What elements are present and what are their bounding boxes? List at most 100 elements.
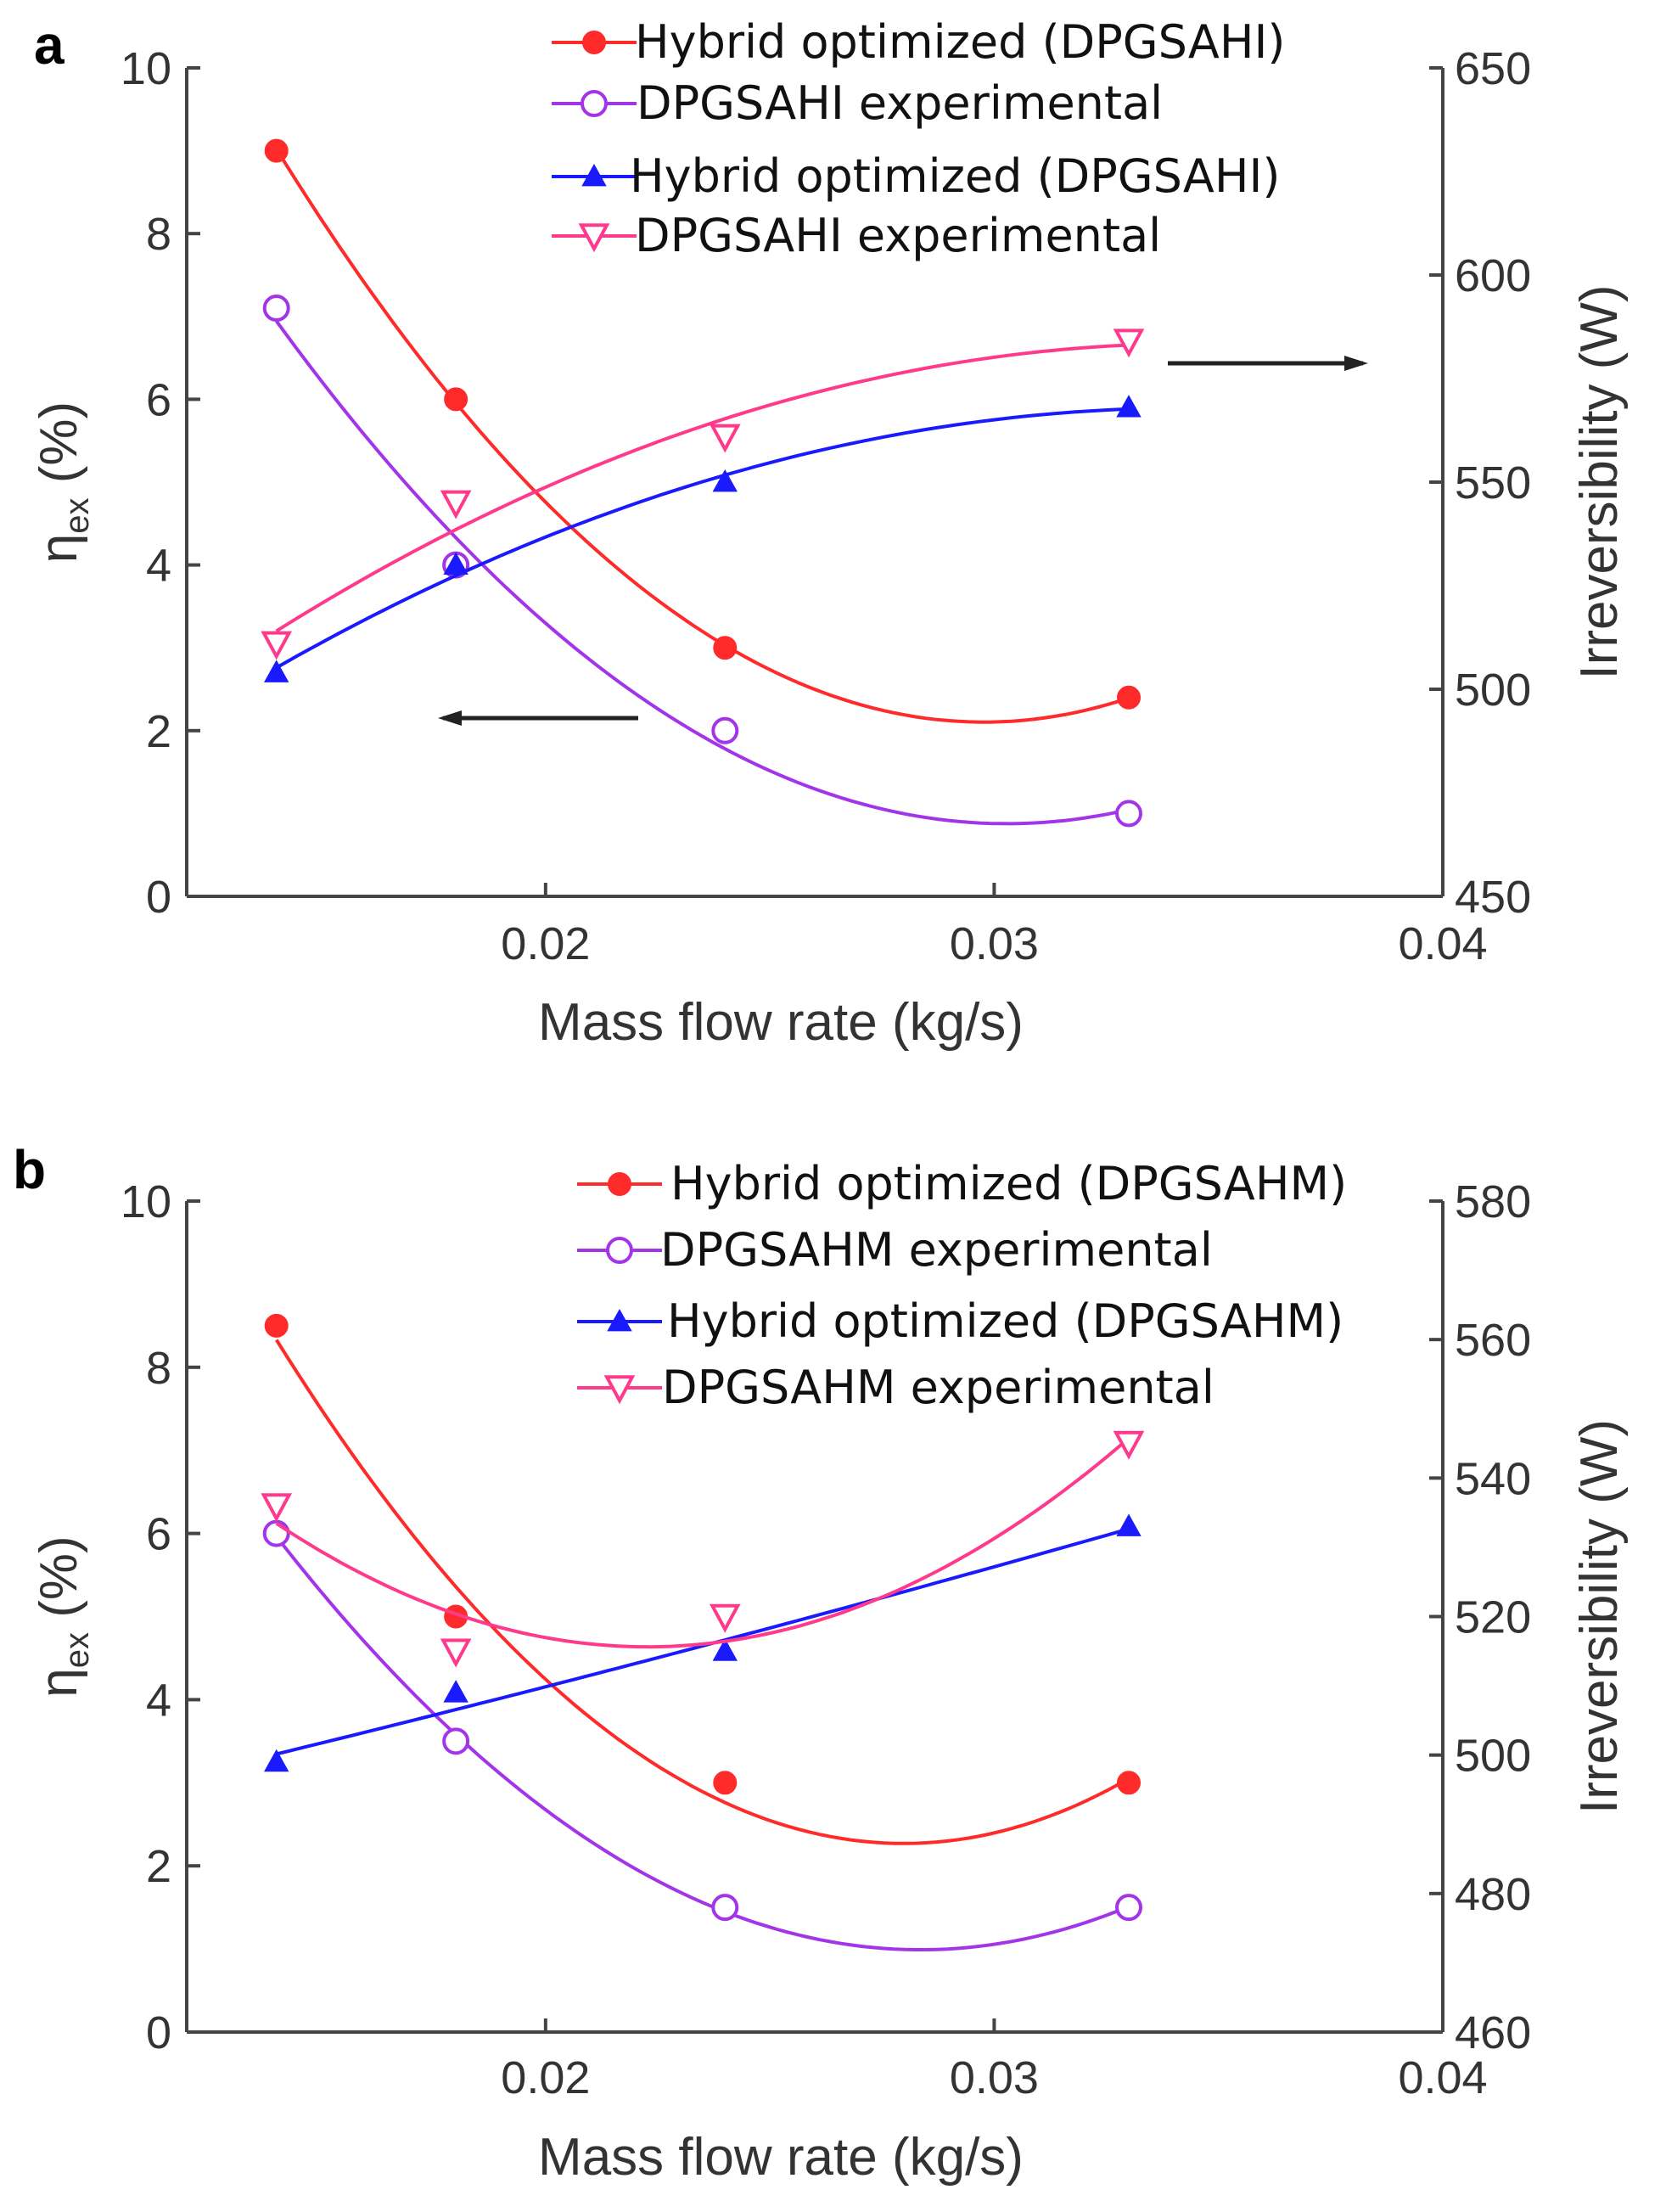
legend-label: Hybrid optimized (DPGSAHI) [630,149,1280,203]
y-axis-label: ηex (%) [30,401,96,563]
data-point [1115,1894,1142,1922]
legend-marker [607,1308,632,1332]
y-tick-label: 2 [146,706,171,757]
data-point [440,1638,472,1668]
data-point [440,490,472,519]
data-point [709,1603,741,1633]
y-tick-label: 4 [146,541,171,592]
x-tick-label: 0.02 [501,2052,590,2103]
legend-entry-4: DPGSAHM experimental [577,1361,1214,1414]
legend-marker [608,1172,631,1196]
data-point [711,1894,739,1922]
data-point [1116,1513,1142,1536]
legend-entry-1: Hybrid optimized (DPGSAHM) [577,1157,1347,1210]
y-axis-label-unit: (%) [30,401,88,498]
panel-letter: a [34,14,65,76]
data-point [712,469,738,492]
series-1 [264,1313,1141,1845]
data-point [262,295,290,323]
legend-label: DPGSAHM experimental [662,1361,1214,1414]
y-axis-label-symbol: η [30,1668,88,1697]
legend-label: DPGSAHI experimental [635,209,1161,262]
legend-entry-4: DPGSAHI experimental [552,209,1161,262]
y2-tick-label: 580 [1455,1176,1531,1227]
legend-entry-2: DPGSAHM experimental [577,1223,1213,1277]
data-point [443,1680,468,1703]
arrow-head [1344,356,1368,371]
series-curve [275,343,1130,633]
y2-tick-label: 500 [1455,1731,1531,1782]
data-point [1116,395,1142,418]
y-tick-label: 8 [146,209,171,260]
series-2 [262,295,1142,828]
legend-label: Hybrid optimized (DPGSAHI) [635,15,1285,69]
panel-a: a 0 2 4 6 8 10 450 500 550 600 650 0.02 0.03 0.04 Mass … [30,14,1629,1052]
data-point [1113,328,1145,358]
y2-tick-label: 480 [1455,1869,1531,1920]
legend-marker [603,1375,636,1405]
legend-entry-2: DPGSAHI experimental [552,76,1163,130]
legend-marker [578,223,610,253]
y2-tick-label: 540 [1455,1453,1531,1504]
y2-tick-label: 500 [1455,665,1531,716]
y-axis-label-unit: (%) [30,1535,88,1632]
x-axis-label: Mass flow rate (kg/s) [538,993,1024,1052]
legend-entry-3: Hybrid optimized (DPGSAHM) [577,1294,1343,1348]
legend-entry-3: Hybrid optimized (DPGSAHI) [552,149,1280,203]
data-point [261,1493,293,1523]
series-4 [261,328,1145,660]
series-3 [264,1513,1142,1772]
data-point [264,1313,289,1338]
data-point [713,636,738,660]
data-point [264,660,289,682]
y-tick-label: 6 [146,374,171,425]
legend-entry-1: Hybrid optimized (DPGSAHI) [552,15,1285,69]
data-point [264,138,289,163]
panel-b: b 0 2 4 6 8 10 460 480 500 520 540 560 580 0.02 0.03 0.0… [13,1139,1629,2187]
x-tick-label: 0.03 [950,918,1039,969]
y2-tick-label: 520 [1455,1592,1531,1643]
legend-label: Hybrid optimized (DPGSAHM) [670,1157,1347,1210]
series-curve [275,407,1130,670]
y2-tick-label: 450 [1455,872,1531,923]
axis-arrow-1 [438,710,638,726]
data-point [709,424,741,453]
y-tick-label: 0 [146,872,171,923]
series-1 [264,138,1141,724]
legend-marker [581,90,608,117]
data-point [712,1638,738,1661]
data-point [444,387,468,412]
y-tick-label: 10 [121,1176,171,1227]
y-axis-label-symbol: η [30,534,88,563]
legend-label: DPGSAHM experimental [660,1223,1213,1277]
series-curve [275,1339,1130,1845]
series-2 [262,1519,1142,1951]
y-tick-label: 6 [146,1509,171,1560]
series-4 [261,1430,1145,1668]
y-axis-label-subscript: ex [59,1632,96,1668]
data-point [1117,685,1141,710]
y-tick-label: 2 [146,1841,171,1892]
y2-tick-label: 460 [1455,2007,1531,2058]
series-3 [264,395,1142,682]
series-curve [275,1535,1130,1951]
arrow-head [438,710,462,726]
legend-marker [581,163,607,187]
y2-tick-label: 560 [1455,1315,1531,1366]
data-point [1113,1430,1145,1460]
data-point [261,631,293,660]
y-tick-label: 4 [146,1675,171,1726]
x-tick-label: 0.04 [1398,918,1487,969]
series-curve [276,1527,1130,1756]
y-tick-label: 8 [146,1343,171,1394]
panel-letter: b [13,1139,46,1200]
data-point [1117,1771,1141,1795]
data-point [264,1749,289,1772]
y-axis-label-subscript: ex [59,497,96,533]
legend-marker [582,31,606,54]
x-axis-label: Mass flow rate (kg/s) [538,2128,1024,2187]
x-tick-label: 0.02 [501,918,590,969]
data-point [1115,800,1142,828]
y-tick-label: 0 [146,2007,171,2058]
